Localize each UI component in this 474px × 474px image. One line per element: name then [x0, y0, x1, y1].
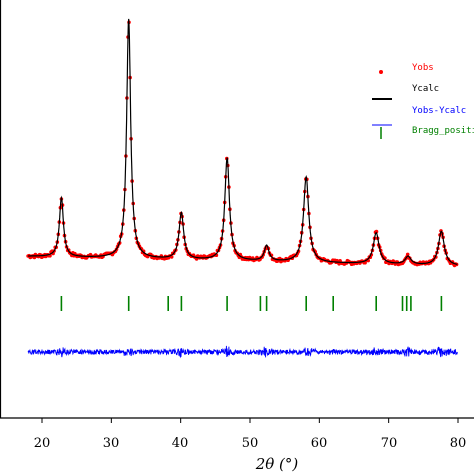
x-tick-label-70: 70 — [381, 436, 398, 451]
x-tick-label-80: 80 — [450, 436, 467, 451]
legend-yobs-label: Yobs — [412, 63, 434, 73]
x-axis-title: 2θ (°) — [255, 455, 299, 473]
legend-bragg-label: Bragg_position — [412, 126, 474, 136]
x-tick-label-50: 50 — [242, 436, 259, 451]
legend-diff-label: Yobs-Ycalc — [412, 106, 466, 116]
legend-ycalc-label: Ycalc — [412, 84, 439, 94]
legend: Yobs Ycalc Yobs-Ycalc Bragg_position — [372, 63, 474, 139]
x-tick-label-40: 40 — [172, 436, 189, 451]
ycalc-line — [28, 18, 458, 265]
legend-yobs-marker — [379, 70, 383, 74]
yobs-point — [405, 252, 410, 257]
bragg-position-markers — [60, 296, 443, 311]
x-tick-label-20: 20 — [34, 436, 51, 451]
difference-line — [27, 345, 458, 359]
yobs-points — [26, 20, 459, 268]
x-tick-label-30: 30 — [103, 436, 120, 451]
x-axis-ticks — [41, 418, 459, 423]
x-tick-label-60: 60 — [311, 436, 328, 451]
